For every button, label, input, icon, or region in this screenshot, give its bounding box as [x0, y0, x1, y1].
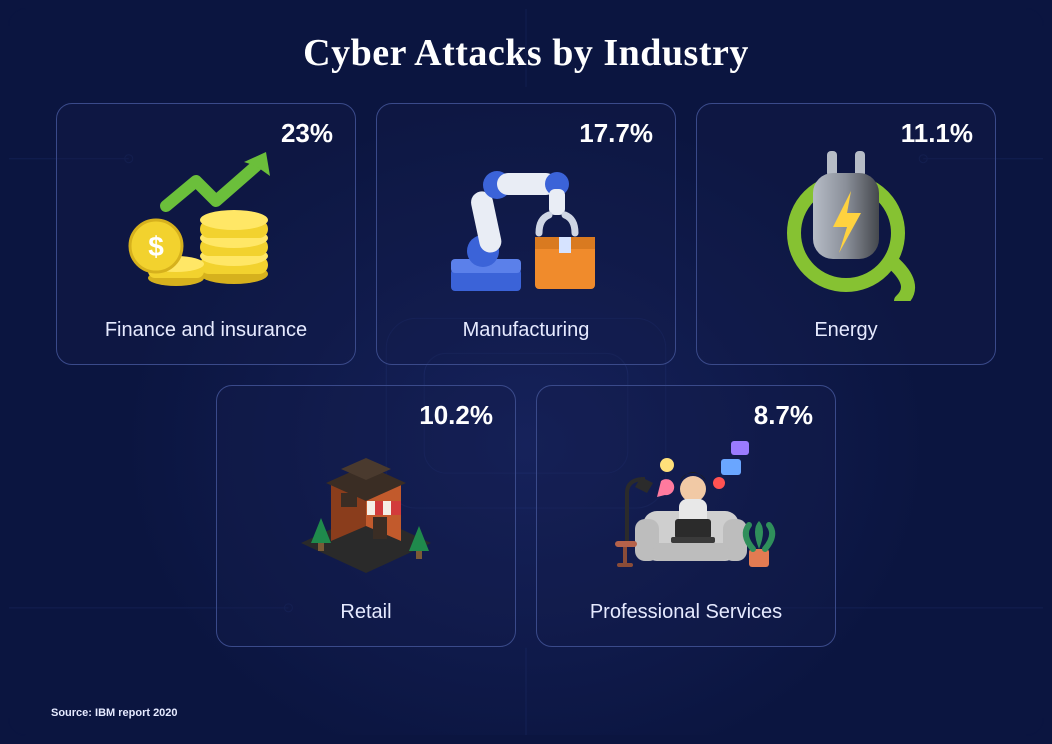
card-label: Professional Services [590, 601, 782, 646]
card-energy: 11.1% [696, 103, 996, 365]
infographic-frame: Cyber Attacks by Industry 23% [8, 8, 1044, 736]
card-label: Manufacturing [463, 319, 590, 364]
page-title: Cyber Attacks by Industry [9, 31, 1043, 75]
svg-text:$: $ [148, 231, 164, 262]
card-value: 11.1% [901, 118, 973, 149]
card-finance: 23% [56, 103, 356, 365]
card-grid: 23% [9, 75, 1043, 647]
card-value: 23% [281, 118, 333, 149]
card-value: 10.2% [419, 400, 493, 431]
card-professional-services: 8.7% [536, 385, 836, 647]
card-manufacturing: 17.7% [376, 103, 676, 365]
card-label: Finance and insurance [105, 319, 307, 364]
card-retail: 10.2% [216, 385, 516, 647]
card-label: Retail [340, 601, 391, 646]
card-value: 17.7% [579, 118, 653, 149]
card-label: Energy [814, 319, 877, 364]
source-attribution: Source: IBM report 2020 [51, 707, 178, 719]
card-value: 8.7% [754, 400, 813, 431]
